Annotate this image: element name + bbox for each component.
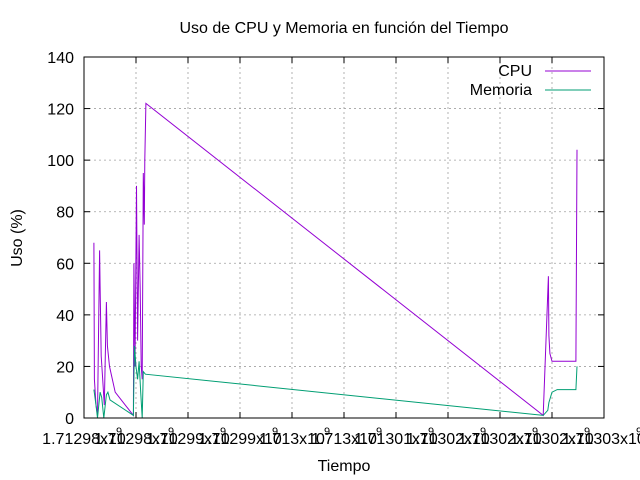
x-tick-exponent: 9 (324, 426, 330, 438)
y-tick-label: 20 (56, 359, 74, 376)
series-line-memoria (93, 345, 578, 419)
series-lines (93, 102, 578, 419)
plot-frame (83, 56, 605, 419)
y-tick-label: 60 (56, 256, 74, 273)
grid (84, 57, 604, 418)
y-tick-label: 0 (65, 411, 74, 428)
x-tick-exponent: 9 (584, 426, 590, 438)
legend-label: Memoria (470, 82, 532, 99)
x-tick-label: 1.71299x10 (198, 431, 282, 448)
y-tick-label: 80 (56, 205, 74, 222)
x-tick-label: 1.71298x10 (94, 431, 178, 448)
x-tick-label: 1.71299x10 (146, 431, 230, 448)
y-tick-label: 140 (47, 50, 74, 67)
y-tick-label: 100 (47, 153, 74, 170)
x-tick-exponent: 9 (532, 426, 538, 438)
legend-label: CPU (498, 63, 532, 80)
x-tick-exponent: 9 (636, 426, 640, 438)
y-tick-label: 40 (56, 308, 74, 325)
x-axis-label: Tiempo (318, 458, 371, 475)
x-tick-exponent: 9 (480, 426, 486, 438)
x-tick-label: 1.71301x10 (354, 431, 438, 448)
y-tick-label: 120 (47, 102, 74, 119)
series-line-cpu (93, 102, 578, 417)
x-tick-exponent: 9 (220, 426, 226, 438)
x-tick-exponent: 9 (428, 426, 434, 438)
x-tick-label: 1.71302x10 (406, 431, 490, 448)
axis-ticks: 0204060801001201401.71298x1091.71298x109… (42, 50, 640, 448)
x-tick-label: 1.71298x10 (42, 431, 126, 448)
x-tick-label: 1.71302x10 (458, 431, 542, 448)
x-tick-label: 1.713x10 (311, 431, 377, 448)
x-tick-exponent: 9 (376, 426, 382, 438)
x-tick-exponent: 9 (272, 426, 278, 438)
x-tick-exponent: 9 (168, 426, 174, 438)
y-axis-label: Uso (%) (9, 209, 26, 267)
chart-title: Uso de CPU y Memoria en función del Tiem… (179, 20, 508, 37)
x-tick-label: 1.71303x10 (562, 431, 640, 448)
x-tick-exponent: 9 (116, 426, 122, 438)
x-tick-label: 1.713x10 (259, 431, 325, 448)
x-tick-label: 1.71302x10 (510, 431, 594, 448)
legend: CPU Memoria (470, 63, 591, 99)
